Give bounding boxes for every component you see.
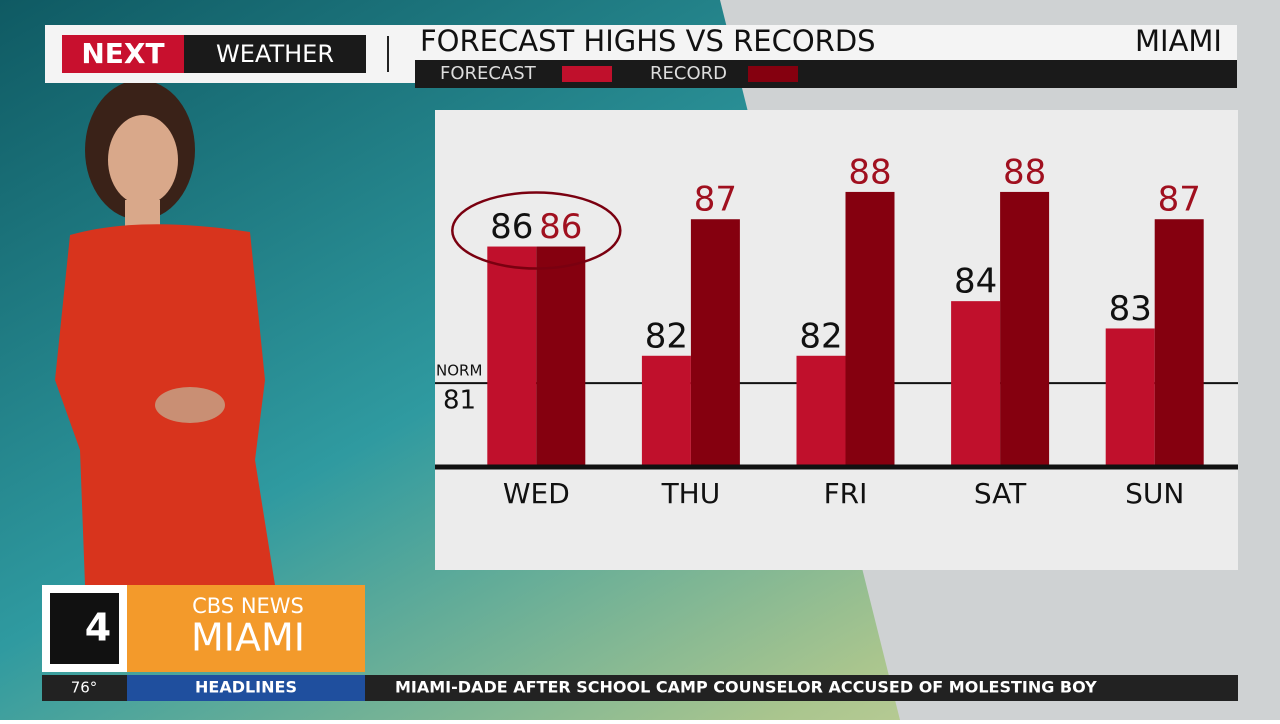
legend-label: RECORD <box>650 63 727 84</box>
value-label: 86 <box>490 207 533 247</box>
value-label: 86 <box>539 207 582 247</box>
network-box <box>127 585 365 672</box>
value-label: 87 <box>1158 180 1201 220</box>
value-label: 88 <box>848 152 891 192</box>
x-tick-label: THU <box>661 477 721 510</box>
normal-label: NORM <box>436 362 482 380</box>
chart-title: FORECAST HIGHS VS RECORDS <box>420 24 876 58</box>
legend-swatch <box>748 66 798 82</box>
network: CBS NEWS <box>192 594 304 618</box>
bar <box>1105 328 1155 465</box>
value-label: 83 <box>1109 289 1152 329</box>
brand: NEXT <box>81 37 164 70</box>
segment-box <box>184 35 366 73</box>
x-tick-label: SUN <box>1125 477 1184 510</box>
normal-value: 81 <box>443 386 476 416</box>
x-tick-label: WED <box>503 477 570 510</box>
value-label: 88 <box>1003 152 1046 192</box>
value-label: 82 <box>645 316 688 356</box>
bar <box>951 301 1001 465</box>
bar <box>1000 191 1050 465</box>
bar <box>796 355 846 465</box>
bar <box>487 246 537 465</box>
highlight-circle <box>451 191 622 270</box>
bar <box>845 191 895 465</box>
value-label: 82 <box>799 316 842 356</box>
location: MIAMI <box>1135 24 1222 58</box>
bar <box>690 219 740 465</box>
legend-swatch <box>562 66 612 82</box>
temperature: 76° <box>71 679 98 697</box>
ticker-text: MIAMI-DADE AFTER SCHOOL CAMP COUNSELOR A… <box>395 678 1097 697</box>
value-label: 87 <box>694 180 737 220</box>
channel: 4 <box>85 606 111 650</box>
bar <box>641 355 691 465</box>
segment: WEATHER <box>216 40 334 68</box>
legend-bar <box>415 60 1237 88</box>
legend-label: FORECAST <box>440 63 537 84</box>
value-label: 84 <box>954 262 997 302</box>
section: HEADLINES <box>195 678 297 697</box>
brand-box <box>62 35 184 73</box>
x-tick-label: SAT <box>974 477 1027 510</box>
bar <box>536 246 586 465</box>
bar <box>1154 219 1204 465</box>
section-box <box>127 675 365 701</box>
channel-inner <box>50 593 119 664</box>
x-tick-label: FRI <box>824 477 868 510</box>
presenter <box>55 80 275 585</box>
city: MIAMI <box>191 616 305 660</box>
